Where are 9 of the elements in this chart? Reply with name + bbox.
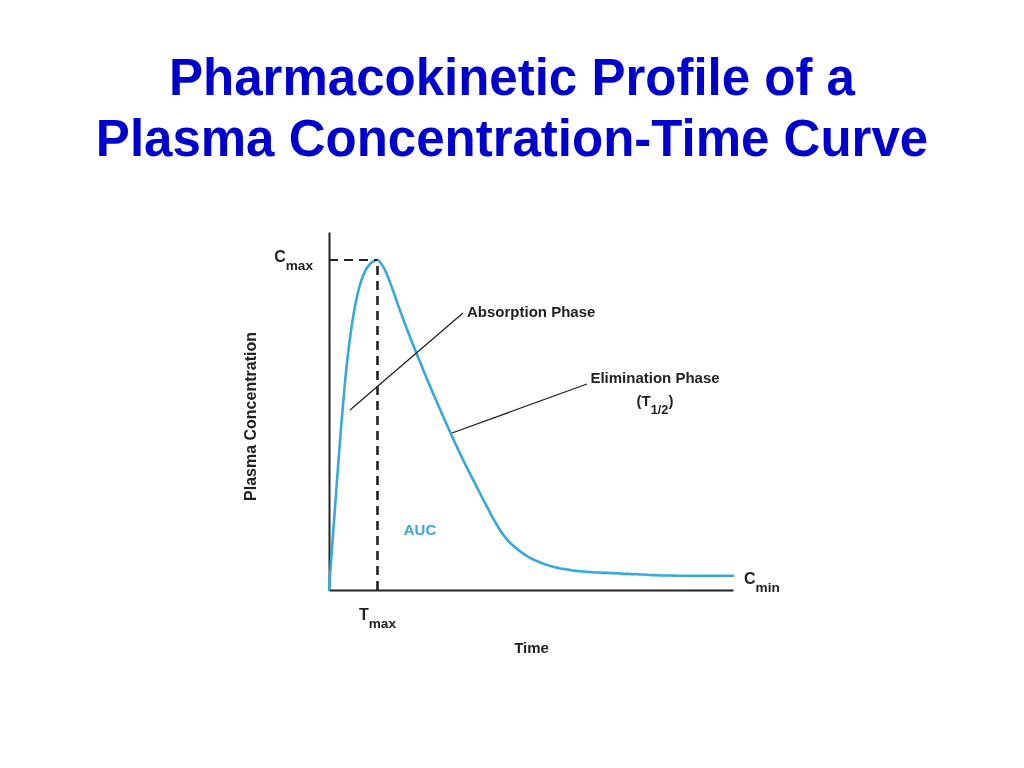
annotation: AUC xyxy=(403,521,437,538)
ref-line-label: C$_{max}$ xyxy=(274,248,314,273)
x-axis-title: Time xyxy=(514,638,549,656)
chart-title: Pharmacokinetic Profile of a Plasma Concentration-Time Curve xyxy=(95,49,929,167)
text: C$_{min}$ xyxy=(744,569,780,595)
annotation: Absorption Phase xyxy=(467,303,596,320)
y-axis-title: Plasma Concentration xyxy=(241,332,259,501)
annotation: Elimination Phase (T$_{1/2}$) xyxy=(590,369,720,417)
text: T$_{max}$ xyxy=(358,606,396,631)
